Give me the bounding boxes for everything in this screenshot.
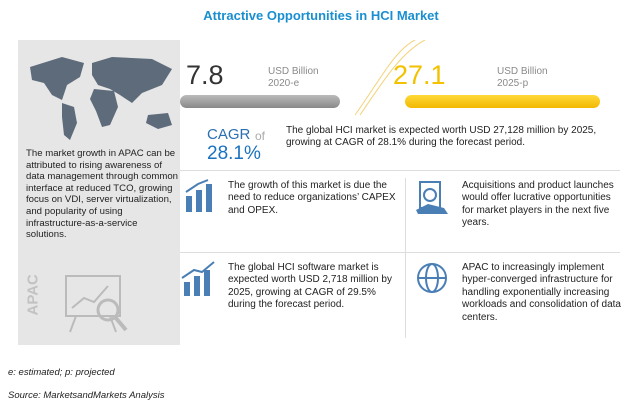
separator: [180, 170, 620, 171]
stat-value: 27.1: [393, 60, 446, 90]
cagr-text: The global HCI market is expected worth …: [286, 125, 597, 149]
stat-year: 2020-e: [268, 78, 300, 89]
stat-value: 7.8: [186, 60, 224, 90]
title: Attractive Opportunities in HCI Market: [203, 8, 439, 23]
stat-unit: USD Billion: [497, 66, 548, 77]
cagr-label: CAGR: [207, 126, 251, 143]
analysis-icon: [65, 275, 128, 333]
world-map: [30, 57, 172, 140]
separator: [405, 178, 406, 338]
icon: [185, 179, 212, 212]
apac-label: APAC: [24, 274, 42, 316]
stat-bar: [180, 95, 340, 108]
stat-year: 2025-p: [497, 78, 529, 89]
left-panel-text: The market growth in APAC can be attribu…: [26, 148, 178, 241]
separator: [180, 252, 620, 253]
stat-bar: [405, 95, 600, 108]
footnote: e: estimated; p: projected: [8, 367, 115, 378]
stat-unit: USD Billion: [268, 66, 319, 77]
decoration: [354, 40, 426, 116]
icon: [416, 181, 448, 214]
icon: [181, 261, 215, 296]
cagr-of: of: [255, 129, 266, 143]
highlight-text: APAC to increasingly implement hyper-con…: [462, 262, 621, 323]
highlight-text: The growth of this market is due the nee…: [228, 180, 396, 216]
highlight-text: Acquisitions and product launches would …: [462, 180, 614, 229]
footnote: Source: MarketsandMarkets Analysis: [8, 390, 165, 401]
highlight-text: The global HCI software market is expect…: [228, 262, 392, 311]
cagr-value: 28.1%: [207, 143, 261, 164]
icon: [417, 263, 447, 293]
